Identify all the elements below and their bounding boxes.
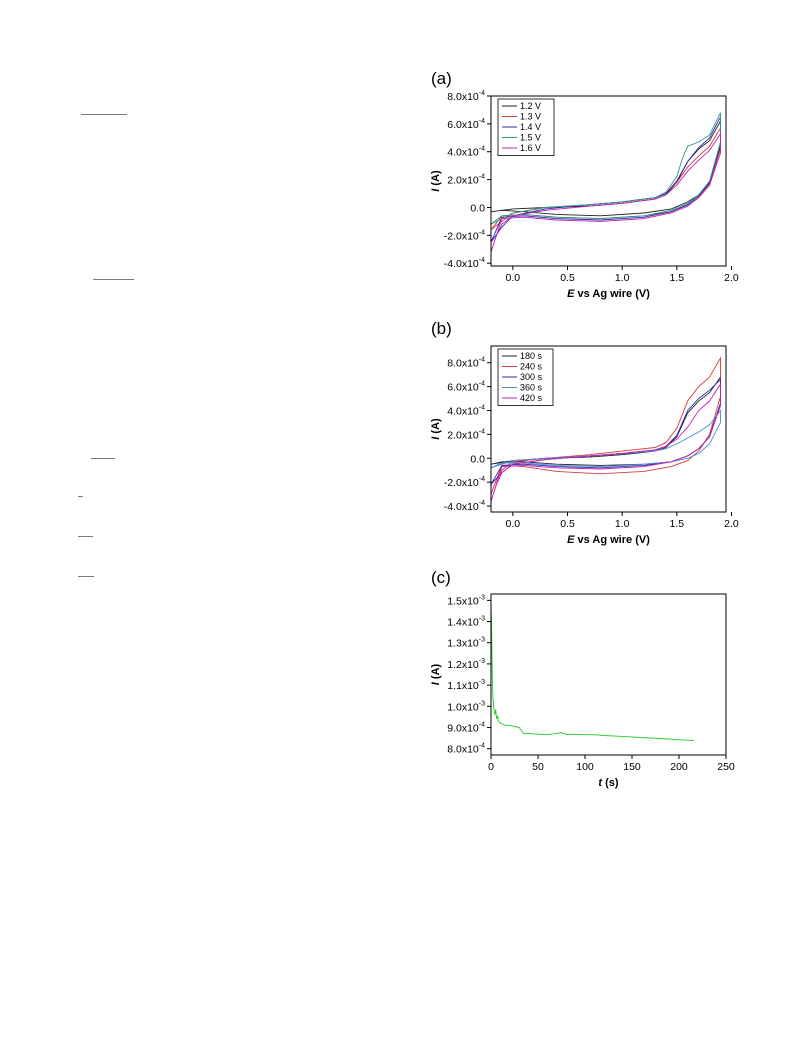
y-tick-label: -2.0x10-4 [444,476,485,489]
plot-area [491,608,695,742]
y-tick-label: 1.5x10-3 [447,594,485,607]
y-tick-label: 0.0 [470,202,485,214]
x-tick-label: 50 [532,761,544,773]
y-tick-label: 1.4x10-3 [447,616,485,629]
y-tick-label: 1.3x10-3 [447,637,485,650]
legend-label: 1.5 V [520,133,541,143]
y-tick-label: -4.0x10-4 [444,257,485,270]
x-tick-label: 100 [576,761,594,773]
panel-label-a: (a) [431,69,452,88]
y-tick-label: 2.0x10-4 [447,428,485,441]
plot-frame [490,345,727,513]
x-tick-label: 1.5 [670,272,685,284]
x-tick-label: 1.0 [615,518,630,530]
plot-frame [490,593,727,756]
y-tick-label: -2.0x10-4 [444,229,485,242]
x-axis-title: t (s) [598,777,619,789]
legend-label: 240 s [520,362,543,372]
x-tick-label: 0.0 [506,272,521,284]
rule-mark [93,279,134,280]
plot-area [491,112,721,253]
y-tick-label: 6.0x10-4 [447,118,485,131]
legend-label: 1.6 V [520,143,541,153]
x-tick-label: 0.5 [560,272,575,284]
x-tick-label: 0.5 [560,518,575,530]
x-axis-title: E vs Ag wire (V) [567,534,650,546]
legend-label: 420 s [520,393,543,403]
panel-label-c: (c) [431,568,451,587]
y-tick-label: 0.0 [470,453,485,465]
rule-mark [78,536,93,537]
legend: 1.2 V1.3 V1.4 V1.5 V1.6 V [497,98,555,156]
x-tick-label: 2.0 [724,272,739,284]
y-tick-label: 8.0x10-4 [447,90,485,103]
y-tick-label: 9.0x10-4 [447,721,485,734]
y-tick-label: 1.0x10-3 [447,700,485,713]
rule-mark [81,114,127,115]
series-line-current [491,608,695,742]
y-tick-label: 6.0x10-4 [447,381,485,394]
y-tick-label: 1.2x10-3 [447,658,485,671]
legend-label: 180 s [520,351,543,361]
series-line-1.6-V [491,132,721,253]
rule-mark [78,576,94,577]
x-tick-label: 1.5 [670,518,685,530]
legend-label: 1.3 V [520,112,541,122]
rule-mark [78,496,83,497]
y-tick-label: 1.1x10-3 [447,679,485,692]
x-tick-label: 1.0 [615,272,630,284]
y-tick-label: 8.0x10-4 [447,357,485,370]
y-tick-label: 4.0x10-4 [447,404,485,417]
x-tick-label: 0 [488,761,494,773]
x-axis-title: E vs Ag wire (V) [567,288,650,300]
legend-label: 300 s [520,372,543,382]
panel-label-b: (b) [431,319,452,338]
y-tick-label: 2.0x10-4 [447,174,485,187]
plot-frame [490,95,727,267]
x-tick-label: 250 [717,761,735,773]
x-tick-label: 150 [623,761,641,773]
legend-label: 1.2 V [520,101,541,111]
x-tick-label: 0.0 [506,518,521,530]
plot-area [491,356,721,502]
series-line-1.5-V [491,112,721,225]
y-axis-title: I (A) [430,170,442,192]
legend-label: 360 s [520,383,543,393]
y-tick-label: 8.0x10-4 [447,743,485,756]
legend-label: 1.4 V [520,122,541,132]
x-tick-label: 200 [670,761,688,773]
x-tick-label: 2.0 [724,518,739,530]
y-axis-title: I (A) [430,663,442,685]
y-tick-label: 4.0x10-4 [447,146,485,159]
rule-mark [91,458,115,459]
y-axis-title: I (A) [430,418,442,440]
y-tick-label: -4.0x10-4 [444,500,485,513]
series-line-420-s [491,382,721,502]
